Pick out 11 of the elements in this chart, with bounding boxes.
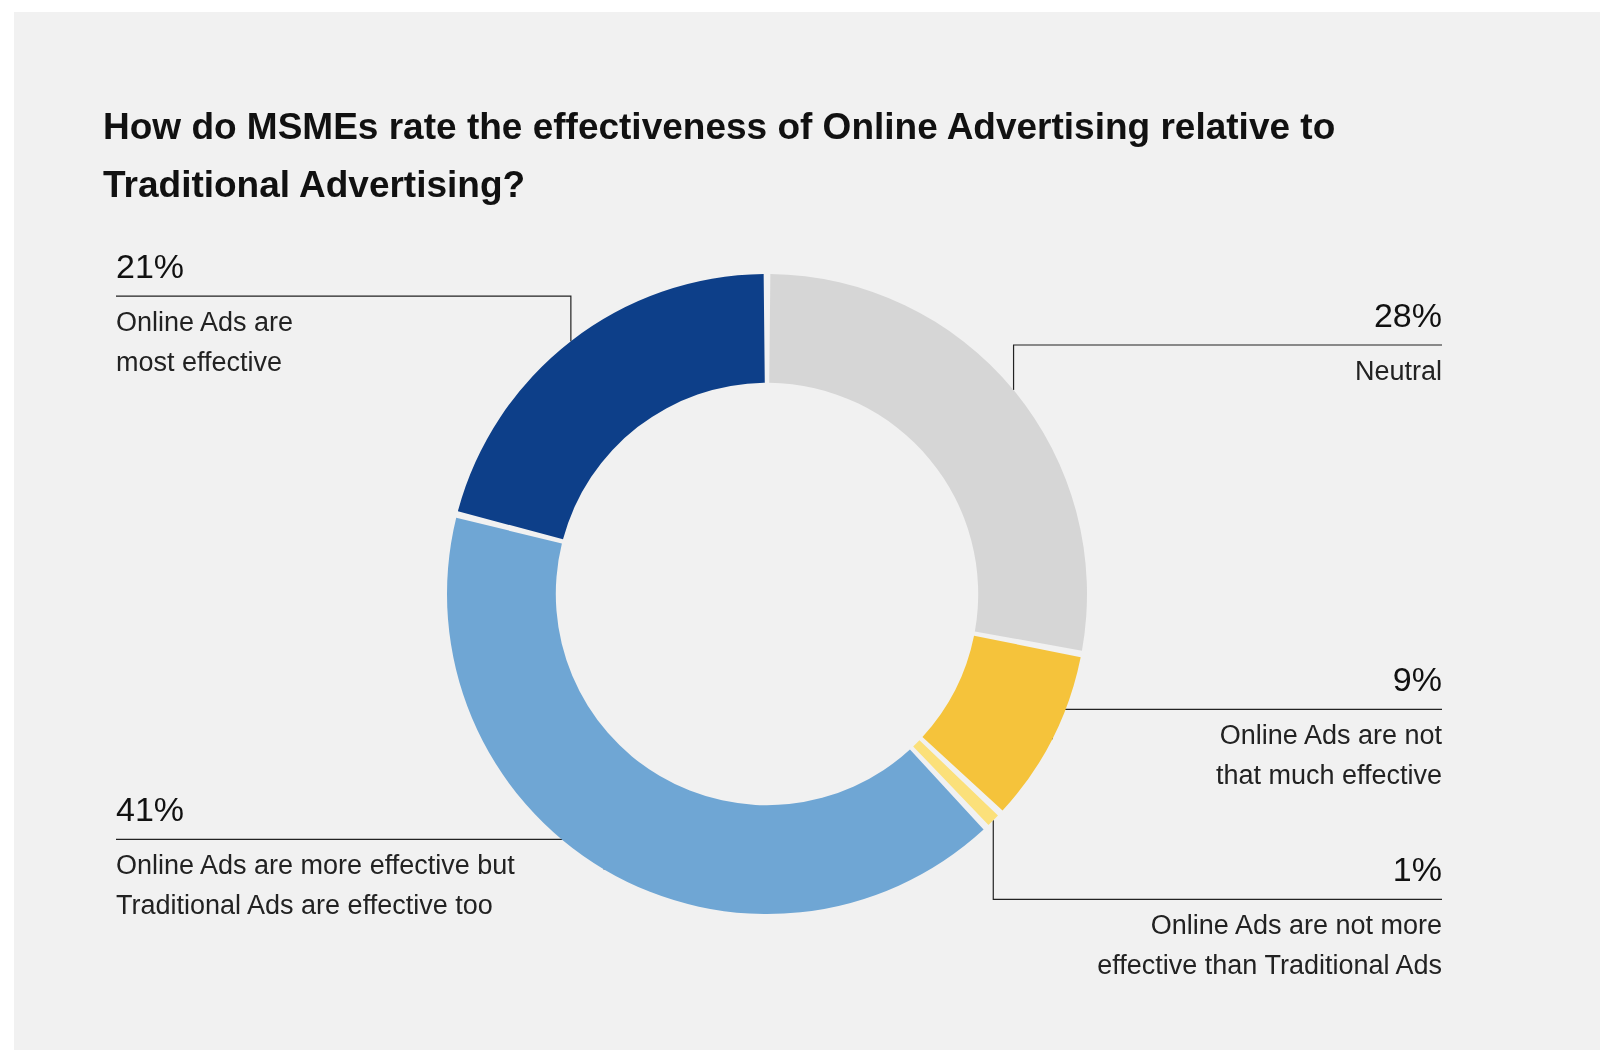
data-label: 21% [116, 247, 185, 286]
data-label: 28% [1373, 296, 1442, 335]
slice-label: Neutral [1354, 356, 1442, 387]
data-label: 9% [1392, 660, 1442, 699]
slice-label: Online Ads are not more effective than Traditional Ads [1097, 910, 1442, 981]
data-label: 1% [1392, 850, 1442, 889]
slice-label: Online Ads are more effective but Traditional Ads are effective too [116, 850, 516, 921]
slice-label: Online Ads are not that much effective [1215, 720, 1443, 791]
chart-title: How do MSMEs rate the effectiveness of Online Advertising relative to Traditional Advertising? [103, 105, 1346, 205]
data-label: 41% [116, 790, 185, 829]
slice-label: Online Ads are most effective [116, 307, 294, 378]
